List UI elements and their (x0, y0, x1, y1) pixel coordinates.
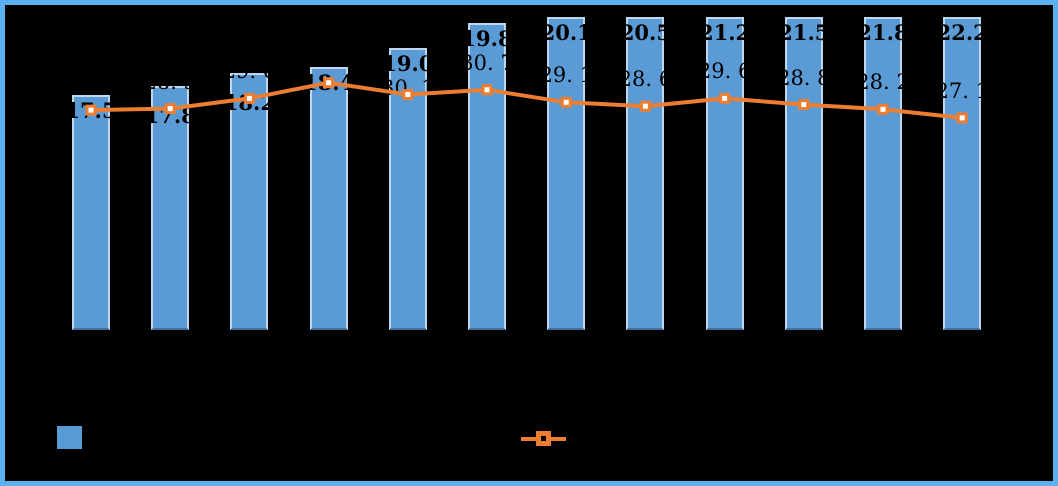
bar-value-label: 21.8 (857, 20, 909, 45)
line-marker-icon (639, 100, 651, 112)
bar-value-label: 19.8 (461, 26, 513, 52)
bar (943, 17, 982, 330)
line-value-label: 29. 1 (539, 63, 593, 88)
line-value-label: 28. 6 (618, 67, 673, 92)
line-path (90, 80, 963, 120)
legend-line-square-hole (541, 436, 546, 441)
bar-value-label: 20.5 (619, 20, 671, 45)
line-value-label: 30. 7 (460, 50, 514, 75)
line-marker-icon (481, 84, 493, 96)
bar-value-label: 19.0 (382, 51, 434, 77)
line-value-label: 27. 1 (935, 78, 989, 103)
bar (309, 67, 348, 330)
bar-value-label: 21.5 (778, 20, 830, 45)
line-marker-icon (956, 112, 968, 124)
line-marker-icon (85, 104, 97, 116)
line-value-label: 29. 6 (222, 59, 277, 84)
bar (468, 23, 506, 330)
line-value-label: 29. 6 (697, 59, 752, 84)
line-marker-icon (560, 96, 572, 108)
bar (784, 17, 823, 330)
line-marker-icon (164, 103, 176, 115)
line-marker-icon (323, 77, 335, 89)
line-marker-icon (877, 103, 889, 115)
line-marker-icon (719, 92, 731, 104)
bar (151, 85, 190, 330)
legend-bar-swatch-icon (57, 426, 82, 449)
bar (72, 95, 110, 331)
bar (705, 17, 744, 330)
bar (230, 73, 269, 330)
bar-value-label: 22.2 (936, 20, 988, 45)
bar (626, 17, 665, 330)
line-marker-icon (798, 99, 810, 111)
line-value-label: 28. 8 (777, 65, 831, 90)
line-value-label: 28. 3 (143, 69, 197, 94)
line-marker-icon (402, 89, 414, 100)
line-marker-icon (243, 92, 255, 104)
bar (864, 17, 902, 330)
bar-value-label: 21.2 (699, 20, 751, 45)
legend-line-marker-icon (521, 430, 566, 447)
bar-value-label: 20.1 (540, 20, 592, 45)
line-value-label: 28. 2 (856, 70, 910, 95)
bar (547, 17, 586, 330)
